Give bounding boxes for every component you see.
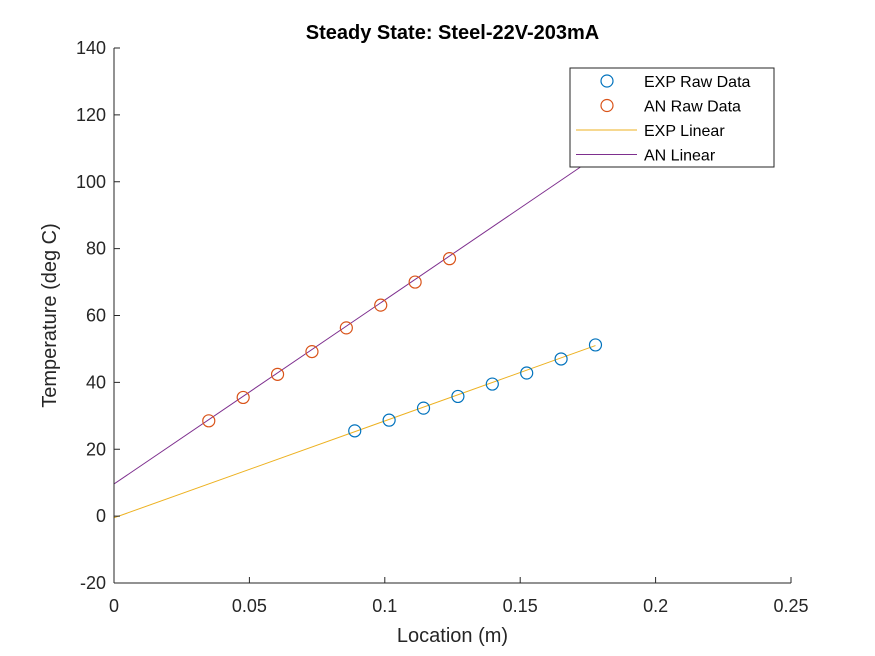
legend-marker-an-raw-data xyxy=(600,98,614,113)
y-tick-label: 60 xyxy=(86,306,106,326)
data-point-exp-raw-data xyxy=(348,424,362,438)
y-tick-label: 100 xyxy=(76,172,106,192)
legend-box xyxy=(569,67,775,168)
data-point-exp-raw-data xyxy=(416,401,431,415)
data-point-an-raw-data xyxy=(374,298,388,312)
x-tick-label: 0.05 xyxy=(232,596,267,616)
legend: EXP Raw Data AN Raw Data EXP Linear AN Line… xyxy=(569,67,775,168)
y-axis-title: Temperature (deg C) xyxy=(39,223,61,408)
data-point-an-raw-data xyxy=(408,275,422,289)
data-point-an-raw-data xyxy=(202,414,216,428)
y-tick-label: -20 xyxy=(80,573,106,593)
legend-label-an-raw-data: AN Raw Data xyxy=(644,99,741,116)
data-point-exp-raw-data xyxy=(485,377,499,391)
x-tick-label: 0.25 xyxy=(773,596,808,616)
y-tick-label: 20 xyxy=(86,439,106,459)
series-line-an-linear xyxy=(114,161,589,485)
data-point-an-raw-data xyxy=(270,367,285,381)
y-tick-label: 120 xyxy=(76,105,106,125)
data-point-exp-raw-data xyxy=(451,389,465,404)
data-point-an-raw-data xyxy=(442,252,457,266)
data-point-exp-raw-data xyxy=(554,352,568,366)
data-point-exp-raw-data xyxy=(382,413,396,427)
x-tick-label: 0.2 xyxy=(643,596,668,616)
legend-marker-exp-raw-data xyxy=(600,74,614,88)
plot-layer xyxy=(114,161,603,519)
x-axis-title: Location (m) xyxy=(397,625,508,647)
y-tick-label: 140 xyxy=(76,38,106,58)
y-tick-label: 80 xyxy=(86,239,106,259)
data-point-exp-raw-data xyxy=(588,338,603,352)
legend-label-exp-linear: EXP Linear xyxy=(644,123,725,140)
chart-title: Steady State: Steel-22V-203mA xyxy=(306,22,599,44)
x-tick-label: 0.15 xyxy=(503,596,538,616)
y-tick-label: 0 xyxy=(96,506,106,526)
series-line-exp-linear xyxy=(114,345,596,519)
data-point-an-raw-data xyxy=(236,390,250,405)
y-tick-label: 40 xyxy=(86,372,106,392)
x-tick-label: 0 xyxy=(109,596,119,616)
legend-label-exp-raw-data: EXP Raw Data xyxy=(644,74,751,91)
data-point-exp-raw-data xyxy=(520,366,534,380)
data-point-an-raw-data xyxy=(305,345,319,359)
legend-label-an-linear: AN Linear xyxy=(644,148,716,165)
data-point-an-raw-data xyxy=(339,321,353,335)
x-tick-label: 0.1 xyxy=(372,596,397,616)
